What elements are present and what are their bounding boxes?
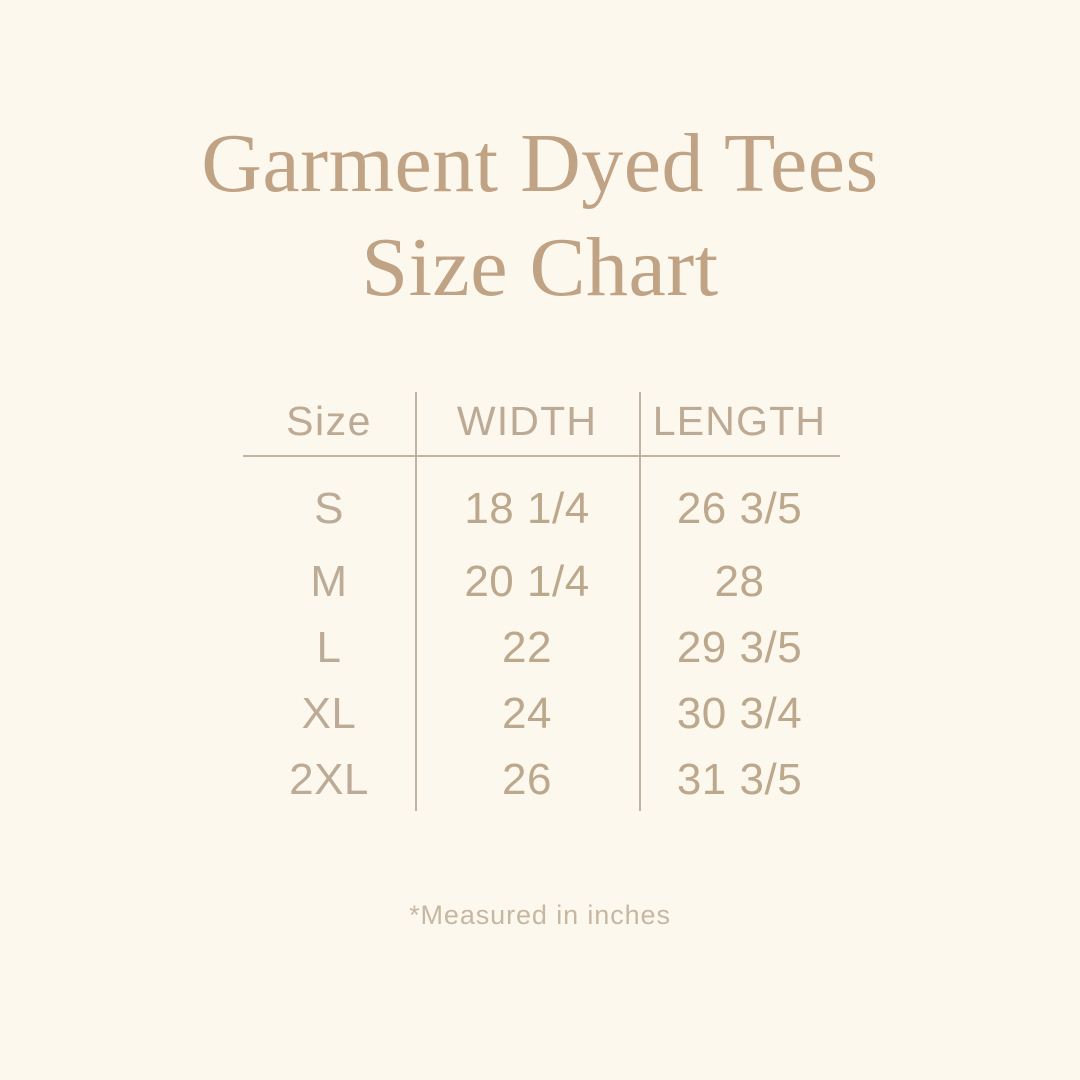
header-divider-horizontal <box>243 455 840 457</box>
cell-length: 28 <box>714 557 765 606</box>
table-row: 2XL 26 31 3/5 <box>243 747 840 813</box>
table-row: XL 24 30 3/4 <box>243 681 840 747</box>
measurement-note: *Measured in inches <box>409 900 671 930</box>
table-header-row: Size WIDTH LENGTH <box>243 386 840 455</box>
table-row: S 18 1/4 26 3/5 <box>243 455 840 549</box>
title-line-1: Garment Dyed Tees <box>201 117 879 210</box>
cell-width: 22 <box>502 623 552 672</box>
cell-size: S <box>314 484 344 533</box>
column-header-size: Size <box>286 397 372 444</box>
table-body: S 18 1/4 26 3/5 M 20 1/4 28 L 22 29 3/5 … <box>243 455 840 813</box>
table-row: M 20 1/4 28 <box>243 549 840 615</box>
cell-width: 20 1/4 <box>464 557 590 606</box>
table-header: Size WIDTH LENGTH <box>243 386 840 455</box>
column-header-length: LENGTH <box>652 397 827 444</box>
cell-width: 18 1/4 <box>464 484 590 533</box>
column-divider-size-width <box>415 392 417 811</box>
title-line-2: Size Chart <box>361 221 719 314</box>
cell-size: 2XL <box>289 755 369 804</box>
cell-length: 26 3/5 <box>676 484 803 533</box>
table-row: L 22 29 3/5 <box>243 615 840 681</box>
page-title: Garment Dyed Tees Size Chart <box>0 112 1080 320</box>
cell-size: L <box>316 623 342 672</box>
size-table: Size WIDTH LENGTH S 18 1/4 26 3/5 M 20 1… <box>243 386 840 814</box>
cell-size: M <box>310 557 348 606</box>
cell-width: 24 <box>502 689 552 738</box>
cell-size: XL <box>301 689 357 738</box>
cell-length: 31 3/5 <box>676 755 803 804</box>
column-header-width: WIDTH <box>456 397 598 444</box>
cell-length: 29 3/5 <box>676 623 803 672</box>
cell-width: 26 <box>502 755 552 804</box>
cell-length: 30 3/4 <box>676 689 803 738</box>
column-divider-width-length <box>639 392 641 811</box>
size-table-grid: Size WIDTH LENGTH S 18 1/4 26 3/5 M 20 1… <box>243 386 840 813</box>
